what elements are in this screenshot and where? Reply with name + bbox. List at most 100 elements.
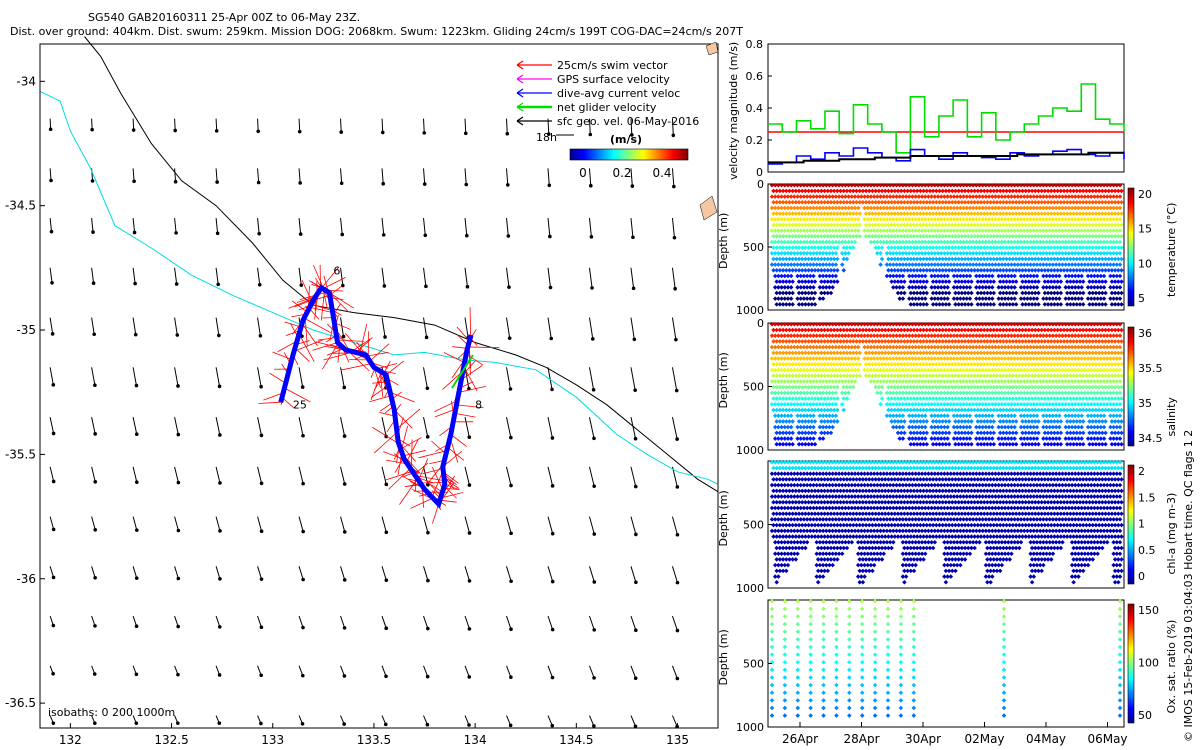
swim-vector (434, 408, 456, 418)
geostrophic-vector-head (257, 231, 261, 236)
geostrophic-vector (215, 615, 221, 628)
geostrophic-vector-head (467, 675, 472, 679)
profile-point (784, 290, 789, 296)
geostrophic-vector-head (675, 437, 679, 441)
geostrophic-vector (464, 466, 470, 486)
geostrophic-vector-head (218, 481, 222, 485)
geostrophic-vector-head (215, 180, 219, 184)
geostrophic-vector-head (465, 233, 469, 238)
geostrophic-vector (381, 566, 387, 581)
geostrophic-vector (671, 416, 678, 440)
geostrophic-vector-head (259, 673, 263, 678)
geostrophic-vector-head (173, 128, 177, 133)
geostrophic-vector (215, 168, 218, 183)
geostrophic-vector (464, 516, 470, 534)
geostrophic-vector (215, 267, 219, 285)
geostrophic-vector (506, 566, 512, 582)
swim-vector (461, 365, 483, 380)
geostrophic-vector (132, 267, 136, 284)
scale-label: 18h (536, 131, 557, 144)
geostrophic-vector (547, 218, 551, 237)
geostrophic-vector (340, 367, 345, 388)
geostrophic-vector-head (550, 484, 555, 488)
profile-point (790, 302, 795, 307)
geostrophic-vector (174, 615, 179, 627)
swim-vector (340, 363, 372, 371)
geostrophic-vector (340, 466, 346, 485)
velocity-series-line (768, 83, 1125, 154)
geostrophic-vector-head (674, 337, 678, 342)
geostrophic-vector-head (93, 624, 97, 628)
swim-vector (383, 451, 405, 460)
geostrophic-vector (506, 267, 510, 288)
geostrophic-vector-head (299, 283, 304, 287)
geostrophic-vector-head (135, 480, 139, 484)
legend-label: GPS surface velocity (557, 73, 670, 86)
isobath-200m (39, 90, 719, 485)
geostrophic-vector (671, 615, 678, 631)
geostrophic-vector (174, 416, 179, 435)
geostrophic-vector (298, 367, 304, 388)
legend-arrowhead (516, 60, 524, 70)
profile-point (788, 296, 794, 301)
profile-point (782, 285, 788, 290)
geostrophic-vector (257, 416, 262, 436)
colorbar-tick-label: 20 (1138, 188, 1152, 201)
geostrophic-vector (91, 317, 95, 335)
profile-colorbar (1127, 187, 1135, 307)
geostrophic-vector-head (509, 675, 513, 680)
swim-vector (376, 363, 398, 370)
geostrophic-vector-head (176, 384, 180, 388)
geostrophic-vector-head (592, 532, 597, 536)
profile-point (790, 279, 795, 284)
geostrophic-vector-head (257, 282, 262, 287)
geostrophic-vector-head (422, 182, 427, 186)
geostrophic-vector (588, 317, 594, 339)
geostrophic-vectors (48, 118, 680, 729)
swim-vector (410, 439, 413, 470)
geostrophic-vector-head (672, 184, 676, 189)
geostrophic-vector (298, 118, 301, 132)
geostrophic-vector-head (675, 485, 680, 489)
geostrophic-vector-head (675, 532, 680, 537)
geostrophic-vector-head (134, 624, 139, 629)
profile-point (772, 296, 778, 301)
geostrophic-vector (381, 218, 385, 235)
geostrophic-vector (298, 466, 304, 484)
geostrophic-vector-head (218, 529, 222, 533)
velocity-ylabel: velocity magnitude (m/s) (727, 42, 740, 180)
profile-point (779, 262, 784, 267)
profile-point (780, 290, 786, 296)
geostrophic-vector (132, 367, 137, 386)
geostrophic-vector-head (467, 627, 472, 631)
profile-ylabel: Depth (m) (717, 213, 730, 269)
geostrophic-vector (547, 367, 553, 390)
geostrophic-vector-head (549, 336, 554, 341)
geostrophic-vector-head (342, 482, 347, 486)
geostrophic-vector (630, 665, 637, 679)
geostrophic-vector (506, 168, 509, 185)
geostrophic-vector-head (339, 130, 344, 134)
geostrophic-vector-head (215, 231, 220, 236)
geostrophic-vector-head (508, 387, 513, 391)
profile-point (777, 268, 783, 273)
geostrophic-vector-head (90, 179, 95, 183)
swim-vector (372, 381, 388, 384)
geostrophic-vector (588, 118, 591, 135)
isobath-1000m (84, 36, 719, 493)
geostrophic-vector-head (218, 577, 222, 581)
geostrophic-vector-head (550, 675, 555, 680)
geostrophic-vector-head (173, 179, 178, 184)
geostrophic-vector-head (509, 435, 513, 440)
geostrophic-vector-head (259, 529, 264, 534)
profile-point (774, 279, 779, 284)
profile-point (772, 285, 778, 290)
geostrophic-vector-head (550, 723, 555, 728)
geostrophic-vector (464, 665, 470, 678)
legend-label: 25cm/s swim vector (557, 59, 668, 72)
geostrophic-vector (671, 367, 678, 391)
geostrophic-vector (464, 317, 469, 338)
